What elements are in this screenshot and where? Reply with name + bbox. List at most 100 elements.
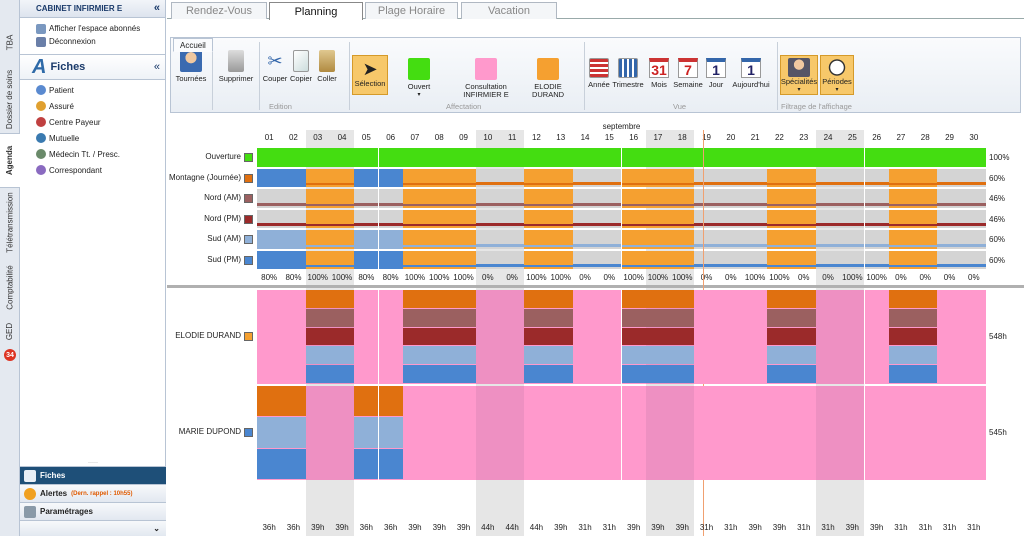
- vtab-3[interactable]: Télétransmission: [0, 188, 20, 256]
- resource-cell[interactable]: [815, 148, 841, 167]
- schedule-cell[interactable]: [913, 290, 938, 384]
- resource-cell[interactable]: [767, 209, 792, 228]
- fiche-item-3[interactable]: Mutuelle: [20, 130, 165, 146]
- pane-separator[interactable]: [167, 285, 1024, 288]
- resource-cell[interactable]: [913, 189, 938, 208]
- fiche-item-1[interactable]: Assuré: [20, 98, 165, 114]
- resource-cell[interactable]: [864, 209, 889, 228]
- resource-cell[interactable]: [305, 148, 330, 167]
- schedule-cell[interactable]: [694, 386, 719, 480]
- resource-cell[interactable]: [913, 230, 938, 249]
- schedule-cell[interactable]: [305, 386, 330, 480]
- resource-cell[interactable]: [815, 168, 841, 187]
- ribbon-tab-accueil[interactable]: Accueil: [173, 38, 213, 52]
- resource-cell[interactable]: [475, 148, 500, 167]
- resource-cell[interactable]: [743, 230, 768, 249]
- day-header[interactable]: 30: [969, 133, 979, 142]
- resource-cell[interactable]: [378, 230, 403, 249]
- resource-cell[interactable]: [451, 250, 476, 269]
- resource-cell[interactable]: [937, 250, 962, 269]
- schedule-cell[interactable]: [354, 386, 379, 480]
- resource-cell[interactable]: [548, 250, 573, 269]
- day-header[interactable]: 08: [434, 133, 444, 142]
- resource-cell[interactable]: [451, 230, 476, 249]
- day-header[interactable]: 28: [920, 133, 930, 142]
- resource-cell[interactable]: [597, 168, 622, 187]
- resource-cell[interactable]: [281, 189, 306, 208]
- schedule-cell[interactable]: [791, 386, 816, 480]
- annee-button[interactable]: Année: [587, 58, 611, 89]
- resource-cell[interactable]: [305, 230, 330, 249]
- day-header[interactable]: 27: [896, 133, 906, 142]
- resource-cell[interactable]: [548, 230, 573, 249]
- resource-cell[interactable]: [864, 148, 889, 167]
- resource-cell[interactable]: [427, 230, 452, 249]
- day-header[interactable]: 07: [410, 133, 420, 142]
- schedule-cell[interactable]: [767, 290, 792, 384]
- resource-cell[interactable]: [694, 189, 719, 208]
- schedule-cell[interactable]: [961, 290, 986, 384]
- schedule-cell[interactable]: [281, 386, 306, 480]
- schedule-cell[interactable]: [378, 290, 403, 384]
- schedule-cell[interactable]: [281, 290, 306, 384]
- resource-cell[interactable]: [888, 230, 914, 249]
- fiche-item-5[interactable]: Correspondant: [20, 162, 165, 178]
- resource-cell[interactable]: [621, 148, 646, 167]
- day-header[interactable]: 14: [580, 133, 590, 142]
- resource-cell[interactable]: [402, 230, 428, 249]
- day-header[interactable]: 26: [872, 133, 882, 142]
- resource-cell[interactable]: [913, 209, 938, 228]
- resource-cell[interactable]: [961, 189, 986, 208]
- resource-cell[interactable]: [572, 230, 598, 249]
- mois-button[interactable]: 31 Mois: [647, 58, 671, 89]
- resource-cell[interactable]: [524, 189, 549, 208]
- resource-cell[interactable]: [597, 148, 622, 167]
- supprimer-button[interactable]: Supprimer: [217, 50, 255, 83]
- resource-cell[interactable]: [281, 230, 306, 249]
- resource-cell[interactable]: [378, 189, 403, 208]
- resource-cell[interactable]: [621, 230, 646, 249]
- resource-cell[interactable]: [354, 230, 379, 249]
- resource-cell[interactable]: [402, 209, 428, 228]
- resource-cell[interactable]: [718, 250, 743, 269]
- copier-button[interactable]: Copier: [288, 50, 314, 83]
- elodie-button[interactable]: ELODIE DURAND: [526, 58, 570, 99]
- schedule-cell[interactable]: [427, 386, 452, 480]
- resource-cell[interactable]: [329, 209, 355, 228]
- resource-cell[interactable]: [329, 148, 355, 167]
- resource-cell[interactable]: [864, 168, 889, 187]
- schedule-cell[interactable]: [500, 386, 525, 480]
- schedule-cell[interactable]: [888, 290, 914, 384]
- schedule-cell[interactable]: [864, 290, 889, 384]
- jour-button[interactable]: 1 Jour: [705, 58, 727, 89]
- resource-cell[interactable]: [524, 148, 549, 167]
- selection-button[interactable]: ➤ Sélection: [352, 55, 388, 95]
- fiche-item-4[interactable]: Médecin Tt. / Presc.: [20, 146, 165, 162]
- nav-parametrages[interactable]: Paramétrages: [20, 502, 166, 520]
- tab-vacation[interactable]: Vacation: [461, 2, 557, 19]
- resource-cell[interactable]: [767, 168, 792, 187]
- resource-cell[interactable]: [597, 250, 622, 269]
- resource-cell[interactable]: [743, 189, 768, 208]
- schedule-cell[interactable]: [937, 290, 962, 384]
- resource-cell[interactable]: [840, 189, 865, 208]
- resource-cell[interactable]: [475, 168, 500, 187]
- resource-cell[interactable]: [305, 189, 330, 208]
- resource-cell[interactable]: [427, 209, 452, 228]
- resource-cell[interactable]: [791, 168, 816, 187]
- resource-cell[interactable]: [597, 189, 622, 208]
- day-header[interactable]: 19: [702, 133, 711, 142]
- resource-cell[interactable]: [354, 168, 379, 187]
- day-header[interactable]: 23: [799, 133, 809, 142]
- resource-cell[interactable]: [670, 189, 695, 208]
- resource-cell[interactable]: [475, 250, 500, 269]
- resource-cell[interactable]: [281, 148, 306, 167]
- schedule-cell[interactable]: [475, 386, 500, 480]
- day-header[interactable]: 17: [653, 133, 663, 142]
- day-header[interactable]: 03: [313, 133, 323, 142]
- resource-cell[interactable]: [427, 148, 452, 167]
- resource-cell[interactable]: [937, 189, 962, 208]
- schedule-cell[interactable]: [645, 290, 671, 384]
- resource-cell[interactable]: [645, 209, 671, 228]
- resource-cell[interactable]: [888, 148, 914, 167]
